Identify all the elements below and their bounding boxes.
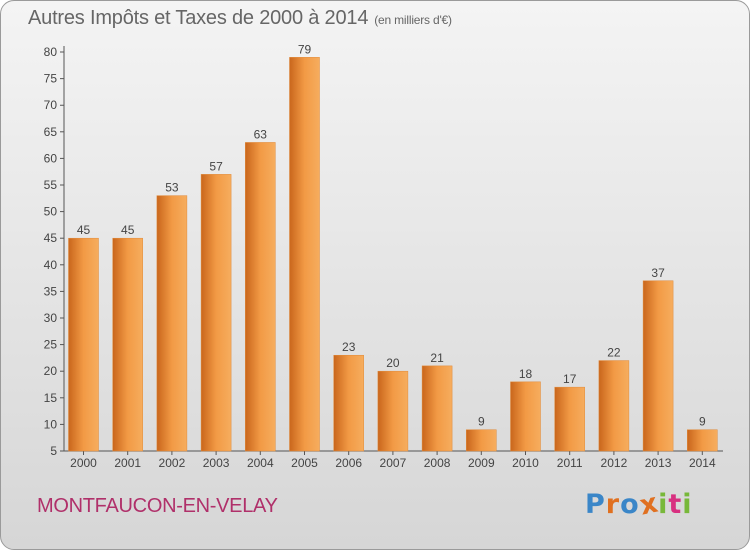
- bar: [642, 280, 674, 452]
- bar: [466, 429, 497, 452]
- bar-value-label: 18: [519, 367, 533, 381]
- y-tick-label: 15: [44, 391, 58, 405]
- y-tick-label: 75: [44, 72, 58, 86]
- bar: [112, 237, 143, 452]
- bar: [510, 381, 541, 452]
- bar: [687, 429, 718, 452]
- x-tick-label: 2006: [335, 456, 362, 470]
- bar-value-label: 9: [699, 415, 706, 429]
- chart-title: Autres Impôts et Taxes de 2000 à 2014 (en…: [28, 7, 452, 30]
- y-tick-label: 80: [44, 45, 58, 59]
- y-tick-label: 55: [44, 178, 58, 192]
- bar: [598, 360, 630, 452]
- y-tick-label: 30: [44, 311, 58, 325]
- bar: [377, 370, 409, 452]
- bar-value-label: 79: [298, 42, 312, 56]
- y-tick-label: 45: [44, 231, 58, 245]
- bar: [68, 237, 99, 452]
- y-tick-label: 60: [44, 151, 58, 165]
- x-tick-label: 2007: [380, 456, 407, 470]
- bar: [421, 365, 453, 452]
- x-tick-label: 2013: [645, 456, 672, 470]
- bar: [200, 174, 232, 452]
- y-tick-label: 40: [44, 258, 58, 272]
- proxiti-logo: Proxiti: [585, 487, 693, 522]
- y-tick-label: 70: [44, 98, 58, 112]
- bar-value-label: 17: [563, 372, 577, 386]
- x-tick-label: 2004: [247, 456, 274, 470]
- bar-value-label: 21: [430, 351, 444, 365]
- chart-subtitle: (en milliers d'€): [374, 13, 452, 27]
- x-tick-label: 2010: [512, 456, 539, 470]
- x-tick-label: 2001: [114, 456, 141, 470]
- x-tick-label: 2012: [601, 456, 628, 470]
- x-tick-label: 2003: [203, 456, 230, 470]
- bar-value-label: 57: [209, 159, 223, 173]
- y-tick-label: 35: [44, 284, 58, 298]
- bar-value-label: 53: [165, 181, 179, 195]
- y-tick-label: 10: [44, 417, 58, 431]
- x-tick-label: 2005: [291, 456, 318, 470]
- bar: [156, 195, 188, 452]
- x-tick-label: 2000: [70, 456, 97, 470]
- bar: [245, 142, 276, 452]
- y-tick-label: 65: [44, 125, 58, 139]
- x-tick-label: 2014: [689, 456, 716, 470]
- bar-value-label: 20: [386, 356, 400, 370]
- bar-value-label: 22: [607, 346, 621, 360]
- bar: [554, 386, 585, 452]
- chart-value-labels: 45 45 53 57 63 79 23 20 21 9 18 17 22 37 9: [77, 42, 706, 428]
- bar-value-label: 45: [121, 223, 135, 237]
- x-tick-label: 2011: [557, 456, 583, 470]
- bar-value-label: 23: [342, 340, 356, 354]
- x-tick-label: 2008: [424, 456, 451, 470]
- y-tick-label: 50: [44, 205, 58, 219]
- y-tick-label: 25: [44, 338, 58, 352]
- chart-title-text: Autres Impôts et Taxes de 2000 à 2014: [28, 7, 369, 29]
- y-tick-label: 5: [50, 444, 57, 458]
- bar-value-label: 37: [651, 266, 665, 280]
- bar: [289, 57, 320, 452]
- x-tick-label: 2009: [468, 456, 495, 470]
- bar-value-label: 9: [478, 415, 485, 429]
- bar-value-label: 45: [77, 223, 91, 237]
- commune-name: MONTFAUCON-EN-VELAY: [37, 495, 278, 517]
- bar: [333, 354, 364, 452]
- x-tick-label: 2002: [159, 456, 186, 470]
- bar-value-label: 63: [254, 127, 268, 141]
- y-tick-label: 20: [44, 364, 58, 378]
- chart-bars: [68, 57, 718, 452]
